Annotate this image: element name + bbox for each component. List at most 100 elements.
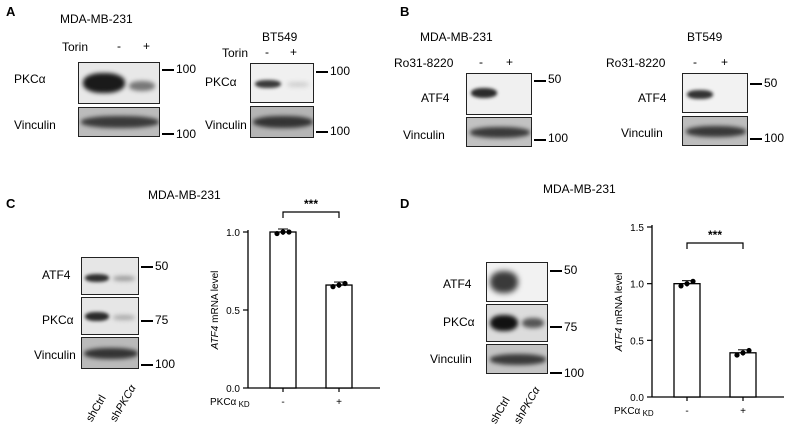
c-row3-mw: 100 xyxy=(155,357,176,371)
a-left-pkc-blot xyxy=(78,62,160,104)
a-left-row2-mw: 100 xyxy=(176,127,197,141)
a-left-cell-line: MDA-MB-231 xyxy=(60,12,133,26)
a-right-row2-protein: Vinculin xyxy=(205,118,247,132)
c-row2-protein: PKCα xyxy=(42,313,74,327)
d-lane-shpkc: shPKCα xyxy=(512,385,543,426)
b-left-vinculin-blot xyxy=(466,117,532,147)
c-xgroup-label: PKCα KD xyxy=(210,397,250,409)
a-right-row1-protein: PKCα xyxy=(205,75,237,89)
d-significance-bracket xyxy=(686,242,744,249)
c-ytick-label: 0.0 xyxy=(226,384,240,395)
a-left-row1-protein: PKCα xyxy=(14,72,46,86)
d-bar xyxy=(673,283,701,398)
c-pkc-blot xyxy=(81,297,139,335)
c-lane-gene: PKCα xyxy=(113,382,139,414)
d-xgroup-sub: KD xyxy=(640,409,654,418)
a-right-row1-mw: 100 xyxy=(330,64,351,78)
b-left-cell-line: MDA-MB-231 xyxy=(420,30,493,44)
chart-d: 0.0 0.5 1.0 1.5 ATF4 mRNA level - + PKCα KD *** xyxy=(614,223,784,418)
c-xgroup-name: PKCα xyxy=(210,397,237,408)
d-ylabel-gene: ATF4 xyxy=(614,327,625,352)
d-row3-protein: Vinculin xyxy=(430,352,472,366)
c-row1-mw: 50 xyxy=(155,259,169,273)
d-ylabel: ATF4 mRNA level xyxy=(614,273,625,353)
c-xtick-label: - xyxy=(281,397,284,408)
c-cell-line: MDA-MB-231 xyxy=(148,188,221,202)
d-row1-mw: 50 xyxy=(564,263,578,277)
c-ytick-label: 1.0 xyxy=(226,228,240,239)
a-right-row2-mw: 100 xyxy=(330,124,351,138)
c-data-point xyxy=(286,229,292,235)
c-bar xyxy=(325,284,353,389)
d-xgroup-name: PKCα xyxy=(614,406,641,417)
a-left-minus: - xyxy=(117,39,121,53)
d-row1-protein: ATF4 xyxy=(443,277,472,291)
b-right-row2-mw: 100 xyxy=(764,131,785,145)
c-lane-shpkc: shPKCα xyxy=(108,383,139,424)
d-ytick-label: 0.0 xyxy=(630,393,644,404)
c-ylabel-rest: mRNA level xyxy=(210,271,221,326)
b-left-row2-protein: Vinculin xyxy=(403,128,445,142)
a-right-pkc-blot xyxy=(250,63,314,103)
a-left-vinculin-blot xyxy=(78,107,160,137)
b-right-treatment-label: Ro31-8220 xyxy=(606,56,666,70)
d-data-point xyxy=(684,281,690,287)
b-right-cell-line: BT549 xyxy=(687,30,723,44)
d-ytick-label: 0.5 xyxy=(630,336,644,347)
c-row2-mw: 75 xyxy=(155,313,169,327)
b-right-row2-protein: Vinculin xyxy=(621,126,663,140)
b-right-row1-mw: 50 xyxy=(764,76,778,90)
d-data-point xyxy=(746,347,752,354)
d-xgroup-label: PKCα KD xyxy=(614,406,654,418)
d-row2-mw: 75 xyxy=(564,320,578,334)
d-ytick-label: 1.0 xyxy=(630,280,644,291)
a-right-plus: + xyxy=(290,45,298,59)
c-significance-label: *** xyxy=(304,197,318,211)
c-data-point xyxy=(280,229,286,235)
c-vinculin-blot xyxy=(81,337,139,369)
d-lane-gene: PKCα xyxy=(517,384,543,416)
c-ytick-label: 0.5 xyxy=(226,306,240,317)
d-cell-line: MDA-MB-231 xyxy=(543,182,616,196)
c-atf4-blot xyxy=(81,257,139,295)
d-data-point xyxy=(734,352,740,358)
d-lane-shctrl: shCtrl xyxy=(488,395,513,426)
d-bar xyxy=(729,352,757,398)
c-row1-protein: ATF4 xyxy=(42,268,71,282)
c-data-point xyxy=(274,230,280,237)
c-ylabel-gene: ATF4 xyxy=(210,325,221,350)
d-row3-mw: 100 xyxy=(564,366,585,380)
b-right-row1-protein: ATF4 xyxy=(638,91,667,105)
d-ytick-label: 1.5 xyxy=(630,223,644,234)
d-vinculin-blot xyxy=(486,344,548,374)
d-ylabel-rest: mRNA level xyxy=(614,273,625,328)
d-xtick-label: - xyxy=(685,406,688,417)
d-significance-label: *** xyxy=(708,228,722,242)
a-right-minus: - xyxy=(265,45,269,59)
c-significance-bracket xyxy=(282,211,340,218)
d-data-point xyxy=(740,350,746,356)
chart-c: 0.0 0.5 1.0 ATF4 mRNA level - + PKCα KD *** xyxy=(210,197,380,409)
b-left-atf4-blot xyxy=(466,73,532,115)
panel-label-d: D xyxy=(400,196,410,211)
d-row2-protein: PKCα xyxy=(443,315,475,329)
b-left-minus: - xyxy=(479,55,483,69)
a-left-row1-mw: 100 xyxy=(176,62,197,76)
c-lane-shctrl: shCtrl xyxy=(84,393,109,424)
c-bar xyxy=(269,231,297,389)
d-data-point xyxy=(690,278,696,284)
d-pkc-blot xyxy=(486,304,548,342)
d-xtick-label: + xyxy=(740,406,746,417)
c-xtick-label: + xyxy=(336,397,342,408)
a-left-row2-protein: Vinculin xyxy=(14,118,56,132)
a-right-vinculin-blot xyxy=(250,106,314,138)
b-left-row1-mw: 50 xyxy=(548,72,562,86)
b-right-minus: - xyxy=(693,55,697,69)
c-data-point xyxy=(336,282,342,288)
a-left-plus: + xyxy=(143,39,151,53)
panel-label-c: C xyxy=(6,196,16,211)
b-right-plus: + xyxy=(721,55,729,69)
panel-label-b: B xyxy=(400,4,410,19)
c-xgroup-sub: KD xyxy=(236,400,250,409)
a-right-cell-line: BT549 xyxy=(262,30,298,44)
